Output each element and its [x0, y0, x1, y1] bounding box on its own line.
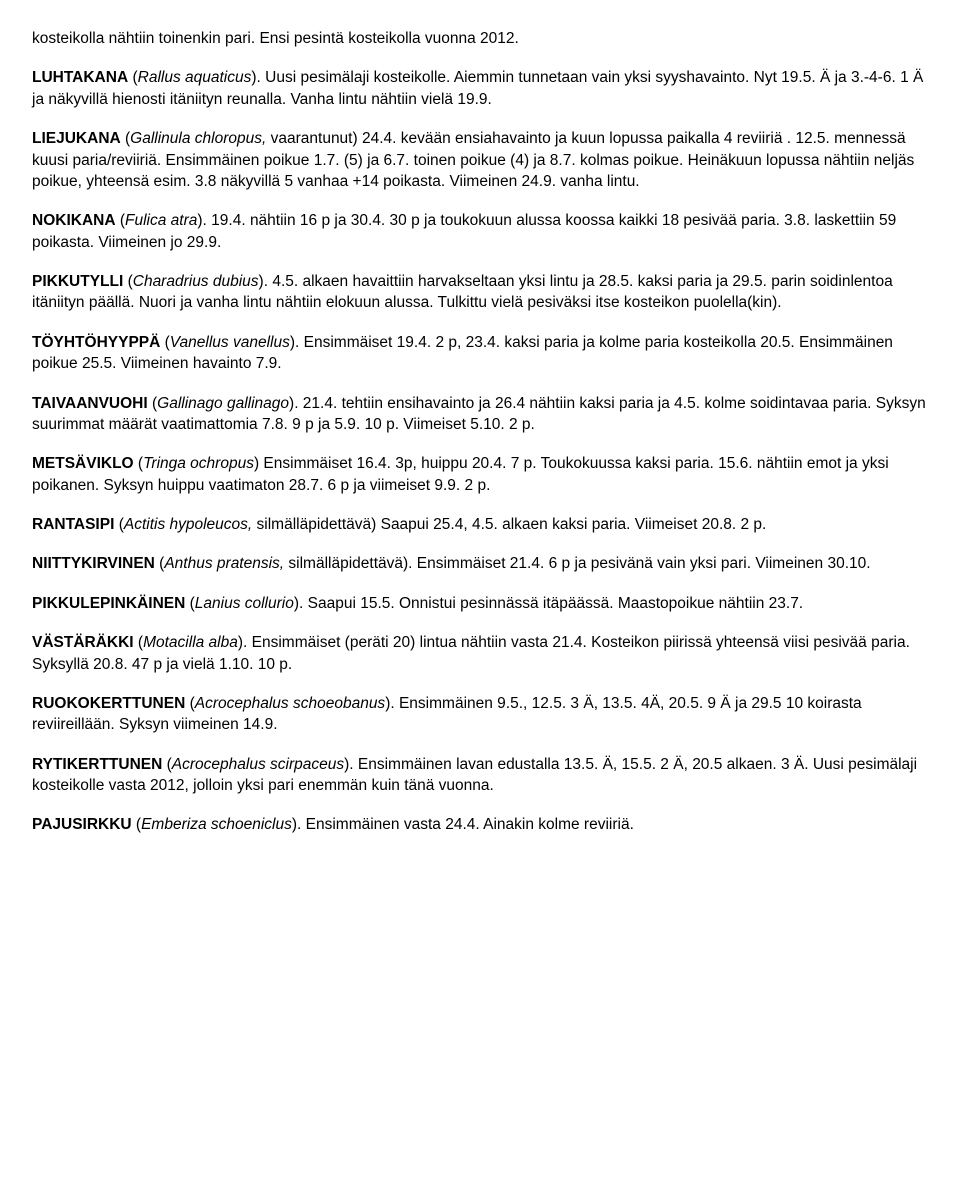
species-name: VÄSTÄRÄKKI — [32, 634, 134, 651]
species-text: . Ensimmäinen lavan edustalla 13.5. Ä, 1… — [32, 756, 917, 794]
paragraph: RYTIKERTTUNEN (Acrocephalus scirpaceus).… — [32, 754, 928, 797]
scientific-name: Rallus aquaticus — [138, 69, 252, 86]
scientific-name: Anthus pratensis, — [164, 555, 284, 572]
species-text: . Saapui 15.5. Onnistui pesinnässä itäpä… — [299, 595, 803, 612]
paragraph: kosteikolla nähtiin toinenkin pari. Ensi… — [32, 28, 928, 49]
sci-suffix: vaarantunut) — [266, 130, 357, 147]
scientific-name: Vanellus vanellus — [170, 334, 290, 351]
paragraph: RUOKOKERTTUNEN (Acrocephalus schoeobanus… — [32, 693, 928, 736]
paragraph: VÄSTÄRÄKKI (Motacilla alba). Ensimmäiset… — [32, 632, 928, 675]
species-name: NOKIKANA — [32, 212, 116, 229]
scientific-name: Actitis hypoleucos, — [124, 516, 252, 533]
paragraph: LUHTAKANA (Rallus aquaticus). Uusi pesim… — [32, 67, 928, 110]
scientific-name: Gallinula chloropus, — [130, 130, 266, 147]
scientific-name: Lanius collurio — [195, 595, 294, 612]
paragraph: PIKKUTYLLI (Charadrius dubius). 4.5. alk… — [32, 271, 928, 314]
paragraph: RANTASIPI (Actitis hypoleucos, silmälläp… — [32, 514, 928, 535]
species-name: RUOKOKERTTUNEN — [32, 695, 185, 712]
species-text: . Ensimmäiset 19.4. 2 p, 23.4. kaksi par… — [32, 334, 893, 372]
sci-suffix: silmälläpidettävä) — [284, 555, 408, 572]
paragraph: TÖYHTÖHYYPPÄ (Vanellus vanellus). Ensimm… — [32, 332, 928, 375]
paragraph: PAJUSIRKKU (Emberiza schoeniclus). Ensim… — [32, 814, 928, 835]
species-name: RANTASIPI — [32, 516, 114, 533]
scientific-name: Charadrius dubius — [133, 273, 259, 290]
scientific-name: Motacilla alba — [143, 634, 238, 651]
species-name: TÖYHTÖHYYPPÄ — [32, 334, 160, 351]
species-name: LIEJUKANA — [32, 130, 121, 147]
species-text: . Ensimmäiset 21.4. 6 p ja pesivänä vain… — [408, 555, 870, 572]
species-name: METSÄVIKLO — [32, 455, 134, 472]
scientific-name: Gallinago gallinago — [157, 395, 289, 412]
species-name: NIITTYKIRVINEN — [32, 555, 155, 572]
scientific-name: Acrocephalus schoeobanus — [195, 695, 385, 712]
species-name: PIKKUTYLLI — [32, 273, 123, 290]
document-body: kosteikolla nähtiin toinenkin pari. Ensi… — [32, 28, 928, 836]
scientific-name: Tringa ochropus — [143, 455, 254, 472]
species-name: PAJUSIRKKU — [32, 816, 132, 833]
species-name: LUHTAKANA — [32, 69, 128, 86]
species-text: Saapui 25.4, 4.5. alkaen kaksi paria. Vi… — [376, 516, 766, 533]
paragraph: NIITTYKIRVINEN (Anthus pratensis, silmäl… — [32, 553, 928, 574]
intro-text: kosteikolla nähtiin toinenkin pari. Ensi… — [32, 30, 519, 47]
scientific-name: Acrocephalus scirpaceus — [172, 756, 344, 773]
scientific-name: Emberiza schoeniclus — [141, 816, 292, 833]
scientific-name: Fulica atra — [125, 212, 197, 229]
species-name: PIKKULEPINKÄINEN — [32, 595, 185, 612]
paragraph: TAIVAANVUOHI (Gallinago gallinago). 21.4… — [32, 393, 928, 436]
paragraph: METSÄVIKLO (Tringa ochropus) Ensimmäiset… — [32, 453, 928, 496]
paragraph: LIEJUKANA (Gallinula chloropus, vaarantu… — [32, 128, 928, 192]
paragraph: NOKIKANA (Fulica atra). 19.4. nähtiin 16… — [32, 210, 928, 253]
species-text: . Ensimmäinen vasta 24.4. Ainakin kolme … — [297, 816, 634, 833]
paragraph: PIKKULEPINKÄINEN (Lanius collurio). Saap… — [32, 593, 928, 614]
sci-suffix: silmälläpidettävä) — [252, 516, 376, 533]
species-name: TAIVAANVUOHI — [32, 395, 148, 412]
species-name: RYTIKERTTUNEN — [32, 756, 162, 773]
